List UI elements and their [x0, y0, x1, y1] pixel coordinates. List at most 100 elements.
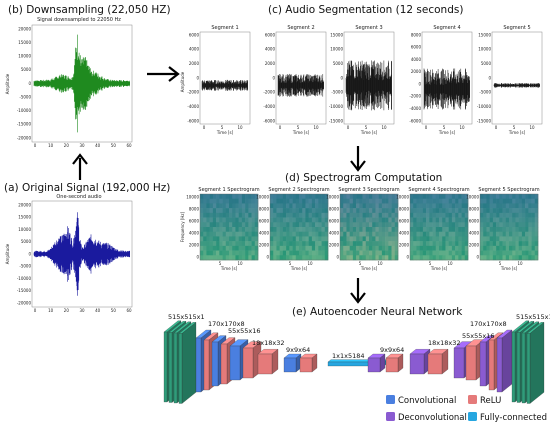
- spectrogram-cell: [212, 217, 217, 223]
- spectrogram-cell: [343, 208, 347, 214]
- spectrogram-cell: [515, 241, 519, 247]
- spectrogram-cell: [381, 198, 386, 204]
- spectrogram-cell: [515, 250, 519, 256]
- spectrogram-cell: [435, 198, 440, 204]
- spectrogram-cell: [241, 245, 246, 251]
- spectrogram-cell: [509, 255, 513, 261]
- spectrogram-cell: [388, 241, 392, 247]
- spectrogram-cell: [238, 203, 243, 209]
- spectrogram-cell: [346, 255, 350, 261]
- original-title: (a) Original Signal (192,000 Hz): [4, 182, 171, 194]
- spectrogram-cell: [315, 208, 319, 214]
- spectrogram-cell: [302, 208, 306, 214]
- spectrogram-panel: Segment 1 Spectrogram1000080006000400020…: [186, 187, 259, 271]
- spectrogram-cell: [448, 208, 453, 214]
- spectrogram-cell: [413, 203, 417, 209]
- segment-panel: Segment 5150001000050000-5000-10000-1500…: [477, 25, 543, 135]
- spectrogram-cell: [413, 255, 417, 261]
- segmentation-title: (c) Audio Segmentation (12 seconds): [268, 4, 464, 16]
- spectrogram-cell: [461, 217, 466, 223]
- spectrogram-cell: [302, 241, 306, 247]
- spectrogram-cell: [318, 236, 322, 242]
- spectrogram-cell: [492, 236, 497, 242]
- spectrogram-cell: [518, 194, 523, 200]
- spectrogram-cell: [282, 241, 287, 247]
- spectrogram-cell: [343, 255, 347, 261]
- spectrogram-cell: [225, 227, 230, 233]
- spectrogram-cell: [225, 198, 230, 204]
- spectrogram-cell: [305, 227, 309, 233]
- deconv-block: [496, 329, 513, 393]
- spectrogram-cell: [521, 255, 526, 261]
- spectrogram-cell: [458, 241, 462, 247]
- spectrogram-cell: [225, 241, 230, 247]
- spectrogram-cell: [385, 245, 389, 251]
- spectrogram-cell: [451, 231, 456, 237]
- spectrogram-cell: [229, 194, 233, 200]
- spectrogram-cell: [435, 222, 440, 228]
- spectrogram-cell: [515, 222, 519, 228]
- xtick-label: 10: [307, 261, 313, 266]
- spectrogram-cell: [219, 245, 223, 251]
- spectrogram-cell: [410, 250, 414, 256]
- spectrogram-cell: [509, 212, 513, 218]
- spectrogram-cell: [362, 203, 367, 209]
- block-side-face: [529, 322, 545, 404]
- ytick-label: -6000: [187, 118, 199, 123]
- spectrogram-cell: [534, 241, 539, 247]
- spectrogram-cell: [359, 236, 363, 242]
- spectrogram-cell: [489, 241, 494, 247]
- segment-title: Segment 2: [287, 25, 314, 31]
- spectrogram-cell: [372, 203, 376, 209]
- spectrogram-cell: [308, 255, 313, 261]
- spectrogram-xlabel: Time [s]: [500, 266, 518, 271]
- spectrogram-cell: [429, 198, 433, 204]
- spectrogram-cell: [489, 227, 494, 233]
- spectrogram-cell: [273, 245, 277, 251]
- spectrogram-cell: [270, 194, 274, 200]
- spectrogram-cell: [489, 194, 494, 200]
- spectrogram-cell: [439, 227, 443, 233]
- spectrogram-cell: [311, 203, 316, 209]
- spectrogram-cell: [324, 231, 329, 237]
- spectrogram-cell: [422, 203, 427, 209]
- spectrogram-cell: [496, 250, 500, 256]
- xtick-label: 10: [377, 261, 383, 266]
- spectrogram-cell: [305, 236, 309, 242]
- spectrogram-cell: [435, 250, 440, 256]
- spectrogram-cell: [356, 227, 360, 233]
- spectrogram-cell: [534, 203, 539, 209]
- spectrogram-panel-title: Segment 3 Spectrogram: [338, 187, 399, 193]
- spectrogram-cell: [362, 194, 367, 200]
- spectrogram-cell: [388, 208, 392, 214]
- spectrogram-cell: [349, 208, 354, 214]
- spectrogram-cell: [209, 222, 214, 228]
- spectrogram-cell: [531, 222, 536, 228]
- spectrogram-cell: [200, 212, 204, 218]
- spectrogram-cell: [216, 250, 220, 256]
- layer-label-output: 515x515x1: [516, 313, 550, 321]
- spectrogram-cell: [502, 231, 507, 237]
- spectrogram-cell: [429, 231, 433, 237]
- spectrogram-cell: [359, 212, 363, 218]
- spectrogram-cell: [222, 212, 227, 218]
- spectrogram-cell: [525, 236, 529, 242]
- spectrogram-cell: [445, 208, 449, 214]
- spectrogram-cell: [321, 241, 326, 247]
- spectrogram-cell: [480, 250, 484, 256]
- spectrogram-cell: [525, 208, 529, 214]
- spectrogram-cell: [509, 194, 513, 200]
- spectrogram-cell: [251, 212, 256, 218]
- spectrogram-cell: [499, 217, 503, 223]
- spectrogram-cell: [209, 203, 214, 209]
- spectrogram-cell: [299, 194, 303, 200]
- spectrogram-cell: [245, 250, 249, 256]
- spectrogram-cell: [515, 208, 519, 214]
- spectrogram-cell: [461, 198, 466, 204]
- spectrogram-cell: [295, 203, 300, 209]
- spectrogram-cell: [422, 241, 427, 247]
- spectrogram-cell: [315, 222, 319, 228]
- spectrogram-cell: [295, 194, 300, 200]
- spectrogram-cell: [359, 250, 363, 256]
- spectrogram-cell: [451, 194, 456, 200]
